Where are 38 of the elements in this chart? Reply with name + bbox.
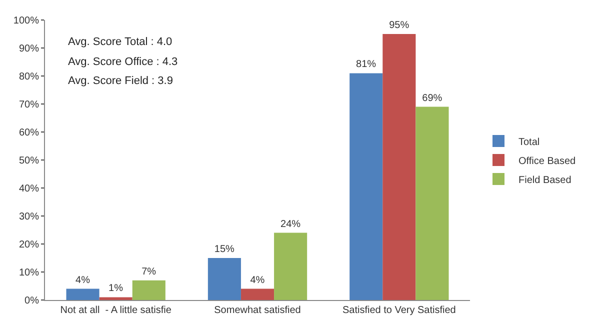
text: 7% (142, 266, 156, 278)
bar (99, 297, 132, 300)
bar (66, 288, 100, 300)
legend-label: Office Based (518, 156, 576, 167)
y-tick-label: 20% (18, 240, 40, 250)
bar (240, 288, 274, 300)
y-tick-label: 80% (18, 72, 40, 82)
bar (274, 232, 308, 300)
bar (382, 34, 416, 300)
legend-label: Field Based (518, 174, 572, 186)
y-tick-label: 40% (18, 184, 40, 194)
y-tick-label: 70% (18, 100, 40, 110)
text: 81% (356, 59, 376, 70)
annotation: Avg. Score Field : 3.9 (68, 75, 173, 87)
text: 4% (250, 274, 265, 286)
text: 4% (76, 274, 90, 286)
bar (208, 258, 241, 300)
y-tick-label: 90% (18, 44, 40, 54)
y-tick-label: 0% (24, 296, 40, 306)
y-tick-label: 100% (13, 16, 40, 26)
y-tick-label: 60% (18, 128, 40, 138)
bar (416, 106, 449, 300)
legend-label: Total (518, 136, 540, 148)
x-tick-label: Not at all - A little satisfie (60, 305, 172, 316)
annotation: Avg. Score Total : 4.0 (68, 36, 172, 48)
annotation: Avg. Score Office : 4.3 (68, 56, 178, 68)
y-tick-label: 50% (18, 156, 40, 166)
bar (350, 73, 383, 300)
text: 95% (389, 20, 410, 31)
y-tick-label: 10% (18, 268, 40, 278)
text: 69% (422, 92, 442, 104)
bar (132, 280, 166, 300)
x-tick-label: Satisfied to Very Satisfied (342, 305, 456, 316)
text: 1% (108, 283, 124, 294)
text: 15% (214, 244, 234, 255)
text: 24% (280, 218, 301, 230)
y-tick-label: 30% (18, 212, 40, 222)
x-tick-label: Somewhat satisfied (214, 305, 301, 316)
